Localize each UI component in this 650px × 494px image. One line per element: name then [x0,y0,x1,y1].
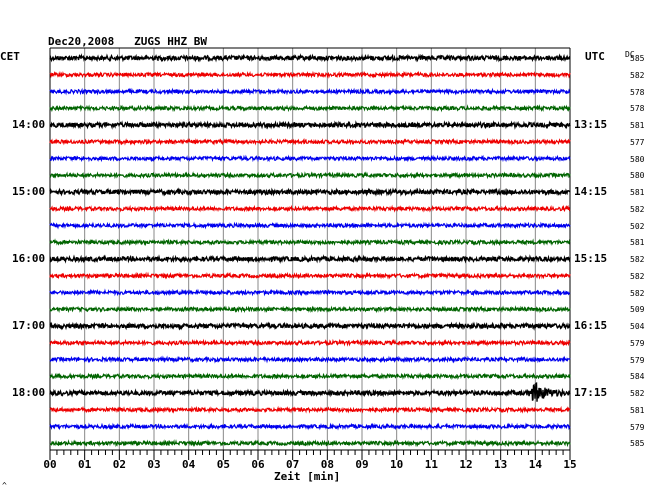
dc-offset-value: 581 [630,121,645,130]
dc-offset-value: 584 [630,372,645,382]
trace-15 [49,288,571,297]
x-tick-label: 00 [43,458,57,471]
hour-label-cet: 14:00 [12,118,46,131]
trace-5 [49,120,571,130]
x-tick-label: 09 [355,458,369,471]
x-tick-label: 13 [494,458,508,471]
dc-offset-value: 582 [630,204,645,214]
trace-7 [49,154,571,163]
x-tick-label: 04 [182,458,196,471]
trace-1 [49,53,571,63]
trace-14 [49,271,571,280]
dc-offset-value: 582 [630,70,645,80]
hour-label-cet: 16:00 [12,252,46,265]
trace-16 [49,305,571,314]
dc-offset-value: 582 [630,288,645,298]
trace-17 [49,321,571,331]
dc-offset-value: 581 [630,188,645,197]
trace-11 [49,221,571,230]
hour-label-cet: 18:00 [12,386,46,399]
chart-title: Dec20,2008 ZUGS HHZ BW [48,35,207,48]
dc-offset-value: 579 [630,422,645,432]
x-tick-label: 05 [216,458,230,471]
x-tick-label: 01 [78,458,92,471]
dc-offset-value: 585 [630,54,645,63]
x-tick-label: 03 [147,458,161,471]
trace-13 [49,254,571,264]
trace-20 [49,372,571,381]
dc-offset-value: 580 [630,154,645,164]
trace-3 [49,87,571,96]
trace-12 [49,238,571,247]
dc-offset-value: 582 [630,255,645,264]
dc-offset-value: 578 [630,104,645,114]
x-tick-label: 14 [528,458,542,471]
dc-offset-value: 582 [630,271,645,281]
corner-mark: ^ [2,481,7,490]
trace-6 [49,137,571,146]
dc-offset-value: 579 [630,355,645,365]
dc-offset-value: 581 [630,405,645,415]
dc-offset-value: 580 [630,171,645,181]
utc-timezone-label: UTC [585,50,605,63]
dc-offset-value: 504 [630,322,645,331]
x-axis-ticks [49,450,571,460]
trace-22 [49,405,571,414]
dc-offset-value: 578 [630,87,645,97]
plot-frame [49,47,571,451]
trace-21 [49,382,571,402]
x-tick-label: 08 [320,458,334,471]
dc-offset-value: 502 [630,221,645,231]
hour-label-cet: 15:00 [12,185,46,198]
x-tick-label: 07 [286,458,300,471]
seismic-traces [49,53,571,448]
x-axis-label: Zeit [min] [274,470,341,483]
trace-18 [49,338,571,347]
trace-24 [49,439,571,448]
x-tick-label: 12 [459,458,473,471]
trace-19 [49,355,571,364]
cet-timezone-label: CET [0,50,20,63]
dc-offset-header: DC [625,50,635,59]
x-tick-label: 02 [112,458,126,471]
trace-2 [49,70,571,79]
dc-offset-value: 581 [630,238,645,248]
x-tick-label: 10 [390,458,404,471]
trace-9 [49,187,571,197]
dc-offset-value: 582 [630,389,645,398]
trace-23 [49,422,571,431]
trace-10 [49,204,571,213]
hour-label-utc: 17:15 [574,386,608,399]
x-tick-label: 11 [424,458,438,471]
dc-offset-value: 509 [630,305,645,315]
hour-label-utc: 16:15 [574,319,608,332]
dc-offset-value: 577 [630,137,645,147]
hour-label-utc: 14:15 [574,185,608,198]
x-tick-label: 06 [251,458,265,471]
hour-label-cet: 17:00 [12,319,46,332]
hour-label-utc: 15:15 [574,252,608,265]
dc-offset-value: 579 [630,338,645,348]
x-tick-label: 15 [563,458,577,471]
trace-4 [49,104,571,113]
dc-offset-value: 585 [630,439,645,449]
hour-label-utc: 13:15 [574,118,608,131]
trace-8 [49,171,571,180]
